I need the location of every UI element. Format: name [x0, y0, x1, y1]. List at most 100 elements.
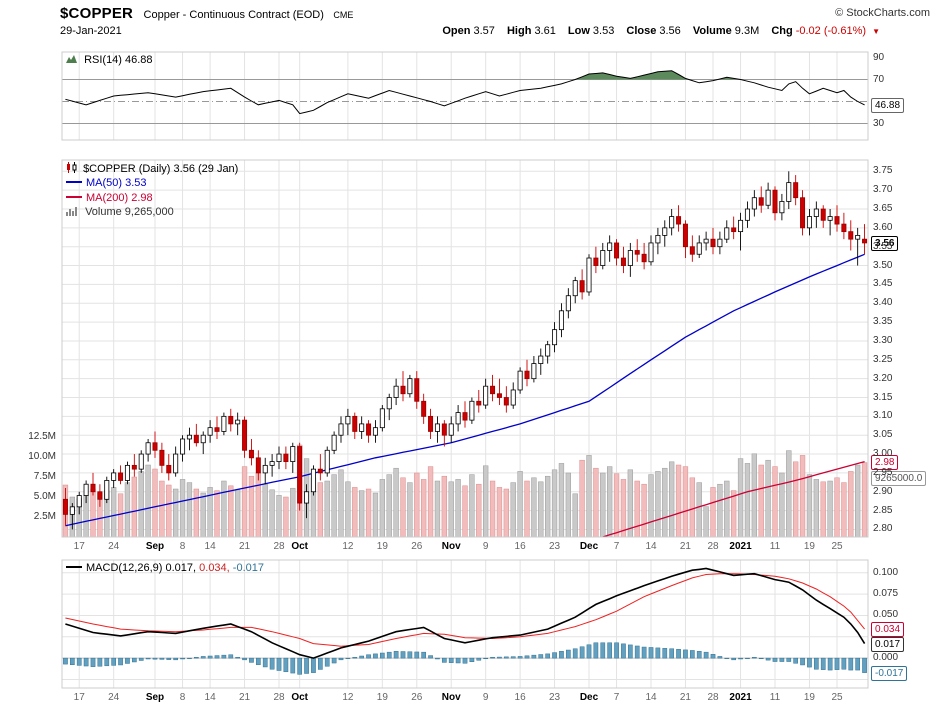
x-tick-label: 23 — [548, 541, 561, 552]
x-tick-label: 23 — [548, 692, 561, 703]
x-tick-label: 2021 — [729, 692, 752, 703]
volume-legend: Volume 9,265,000 — [66, 206, 174, 218]
x-tick-label: 21 — [679, 541, 691, 552]
ma200-legend-label: MA(200) 2.98 — [86, 192, 153, 204]
x-tick-label: Oct — [291, 692, 308, 703]
low-label: Low — [567, 25, 590, 37]
macd-hist-value: -0.017 — [232, 562, 264, 574]
x-tick-label: 24 — [108, 692, 120, 703]
x-tick-label: 21 — [238, 692, 251, 703]
x-tick-label: 25 — [831, 692, 843, 703]
macd-line-swatch — [66, 566, 82, 568]
x-tick-label: 16 — [514, 541, 526, 552]
close-value: 3.56 — [659, 25, 681, 37]
price-legend-title: $COPPER (Daily) 3.56 (29 Jan) — [66, 162, 238, 175]
x-tick-label: 26 — [411, 692, 423, 703]
x-tick-label: 21 — [679, 692, 691, 703]
rsi-value-box: 46.88 — [871, 98, 905, 113]
x-tick-label: 28 — [707, 692, 719, 703]
open-value: 3.57 — [473, 25, 495, 37]
x-axis-labels-top: 17 24 Sep 8 14 21 28 Oct 12 19 26 Nov 9 16 23 Dec 7 14 21 2… — [0, 541, 936, 555]
candlestick-icon — [67, 162, 77, 173]
quote-line: Open 3.57 High 3.61 Low 3.53 Close 3.56 Volu… — [442, 25, 880, 37]
ma200-legend: MA(200) 2.98 — [66, 192, 153, 204]
high-value: 3.61 — [534, 25, 556, 37]
x-tick-label: 19 — [803, 541, 815, 552]
low-value: 3.53 — [592, 25, 615, 37]
macd-value-box: 0.017 — [871, 637, 905, 652]
x-tick-label: 28 — [707, 541, 719, 552]
chg-dropdown-icon[interactable]: ▼ — [872, 27, 880, 36]
x-tick-label: 16 — [514, 692, 526, 703]
last-price-box: 3.56 — [871, 236, 899, 251]
volume-label: Volume — [692, 25, 732, 37]
macd-signal-value: 0.034, — [199, 562, 230, 574]
ma50-line-swatch — [66, 181, 82, 183]
chg-value: -0.02 (-0.61%) — [795, 25, 867, 37]
x-tick-label: Sep — [145, 692, 165, 703]
x-tick-label: 28 — [273, 541, 285, 552]
exchange: CME — [333, 10, 354, 20]
volume-value: 9.3M — [734, 25, 760, 37]
x-tick-label: 14 — [645, 692, 657, 703]
ma200-value-box: 2.98 — [871, 455, 899, 470]
x-tick-label: 9 — [482, 692, 489, 703]
macd-legend: MACD(12,26,9) 0.017, 0.034, -0.017 — [66, 562, 264, 574]
x-tick-label: 11 — [769, 692, 781, 703]
x-tick-label: 25 — [831, 541, 843, 552]
x-tick-label: 7 — [613, 692, 620, 703]
x-axis-labels-bottom: 17 24 Sep 8 14 21 28 Oct 12 19 26 Nov 9 16 23 Dec 7 14 21 2… — [0, 692, 936, 706]
volume-legend-label: Volume 9,265,000 — [85, 206, 174, 218]
x-tick-label: 12 — [342, 692, 354, 703]
x-tick-label: Dec — [579, 692, 599, 703]
high-label: High — [506, 25, 532, 37]
volume-icon — [66, 207, 77, 216]
macd-signal-box: 0.034 — [871, 622, 905, 637]
x-tick-label: 2021 — [729, 541, 752, 552]
symbol: $COPPER — [60, 5, 134, 22]
x-tick-label: 11 — [769, 541, 781, 552]
x-tick-label: 19 — [376, 692, 388, 703]
macd-hist-box: -0.017 — [871, 666, 908, 681]
x-tick-label: 9 — [482, 541, 489, 552]
x-tick-label: Dec — [579, 541, 599, 552]
open-label: Open — [442, 25, 471, 37]
x-tick-label: Sep — [145, 541, 165, 552]
price-legend-label: $COPPER (Daily) 3.56 (29 Jan) — [83, 163, 239, 175]
x-tick-label: 19 — [803, 692, 815, 703]
x-tick-label: 7 — [613, 541, 620, 552]
close-label: Close — [626, 25, 657, 37]
x-tick-label: 14 — [645, 541, 657, 552]
copyright: © StockCharts.com — [835, 7, 930, 19]
rsi-legend-label: RSI(14) 46.88 — [84, 54, 153, 66]
ma50-legend-label: MA(50) 3.53 — [86, 177, 147, 189]
x-tick-label: 14 — [204, 541, 216, 552]
x-tick-label: 19 — [376, 541, 388, 552]
chart-title: $COPPER Copper - Continuous Contract (EO… — [60, 5, 353, 23]
chart-date: 29-Jan-2021 — [60, 25, 122, 37]
x-tick-label: Oct — [291, 541, 308, 552]
rsi-legend: RSI(14) 46.88 — [66, 54, 153, 66]
x-tick-label: Nov — [441, 541, 461, 552]
volume-value-box: 9265000.0 — [871, 471, 927, 486]
chg-label: Chg — [771, 25, 793, 37]
symbol-description: Copper - Continuous Contract (EOD) — [143, 9, 324, 21]
x-tick-label: 24 — [108, 541, 120, 552]
rsi-icon — [66, 55, 77, 63]
x-tick-label: Nov — [441, 692, 461, 703]
x-tick-label: 28 — [273, 692, 285, 703]
ma50-legend: MA(50) 3.53 — [66, 177, 147, 189]
x-tick-label: 8 — [179, 692, 186, 703]
macd-value: 0.017, — [165, 562, 197, 574]
x-tick-label: 17 — [73, 692, 85, 703]
ma200-line-swatch — [66, 196, 82, 198]
x-tick-label: 14 — [204, 692, 216, 703]
x-tick-label: 26 — [411, 541, 423, 552]
x-tick-label: 8 — [179, 541, 186, 552]
macd-legend-label: MACD(12,26,9) — [86, 562, 163, 574]
x-tick-label: 21 — [238, 541, 251, 552]
x-tick-label: 17 — [73, 541, 85, 552]
x-tick-label: 12 — [342, 541, 354, 552]
